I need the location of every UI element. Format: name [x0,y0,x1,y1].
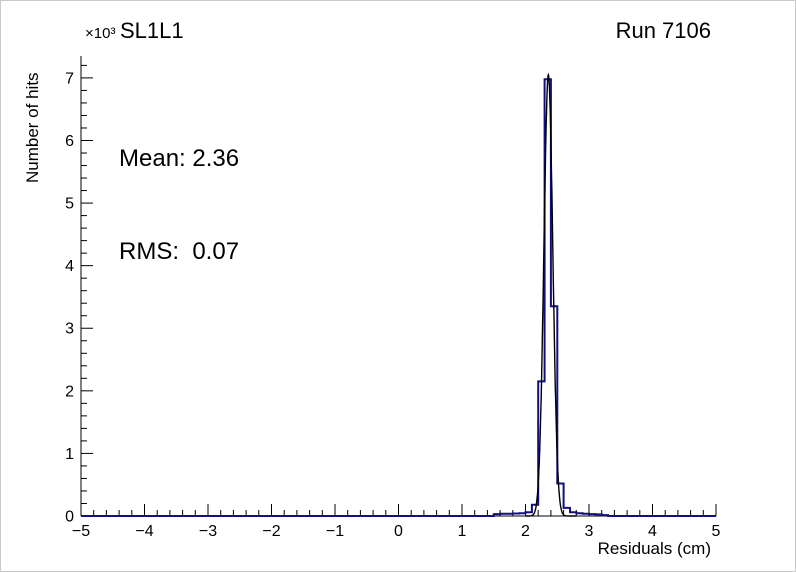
x-tick-label: −5 [72,523,90,540]
plot-title: SL1L1 [120,18,184,43]
y-tick-label: 5 [65,196,74,213]
y-axis-scale-exponent: ×10³ [85,25,116,42]
x-tick-label: 5 [712,523,721,540]
y-tick-label: 4 [65,258,74,275]
x-tick-label: 2 [521,523,530,540]
x-tick-label: 3 [585,523,594,540]
y-axis-title: Number of hits [23,72,42,183]
stat-rms: RMS: 0.07 [119,238,240,265]
x-tick-label: −3 [199,523,217,540]
x-tick-label: −4 [135,523,153,540]
y-tick-label: 3 [65,321,74,338]
x-tick-label: −1 [326,523,344,540]
stats-box: Mean: 2.36 RMS: 0.07 [119,81,239,329]
stat-mean: Mean: 2.36 [119,145,240,172]
fit-curve [525,72,577,517]
run-label: Run 7106 [615,18,711,43]
y-tick-label: 0 [65,509,74,526]
y-tick-label: 1 [65,446,74,463]
histogram-path [81,78,716,517]
y-tick-label: 6 [65,133,74,150]
x-tick-label: 0 [394,523,403,540]
x-axis-title: Residuals (cm) [597,539,711,558]
x-tick-label: −2 [262,523,280,540]
x-tick-label: 1 [458,523,467,540]
y-tick-label: 2 [65,383,74,400]
y-tick-label: 7 [65,70,74,87]
x-tick-label: 4 [648,523,657,540]
